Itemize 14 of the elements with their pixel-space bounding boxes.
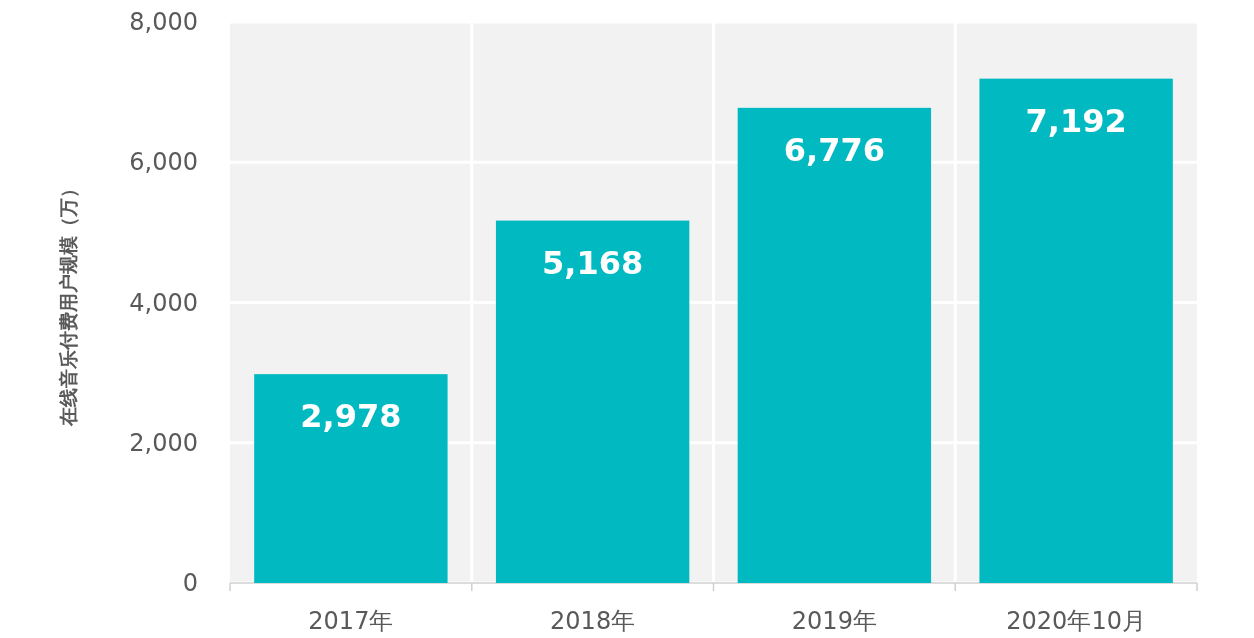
x-tick-label: 2019年 xyxy=(791,607,877,635)
data-label: 6,776 xyxy=(783,130,885,169)
x-tick-label: 2020年10月 xyxy=(1006,607,1146,635)
data-label: 2,978 xyxy=(300,397,402,436)
data-label: 7,192 xyxy=(1025,101,1127,140)
y-tick-label: 2,000 xyxy=(129,428,198,457)
y-tick-label: 8,000 xyxy=(129,8,198,36)
data-label: 5,168 xyxy=(542,243,644,282)
y-tick-label: 4,000 xyxy=(129,288,198,317)
y-tick-label: 6,000 xyxy=(129,148,198,177)
x-tick-label: 2017年 xyxy=(308,607,394,635)
y-tick-label: 0 xyxy=(182,569,198,597)
y-axis-title: 在线音乐付费用户规模（万） xyxy=(57,179,79,427)
x-tick-label: 2018年 xyxy=(550,607,636,635)
